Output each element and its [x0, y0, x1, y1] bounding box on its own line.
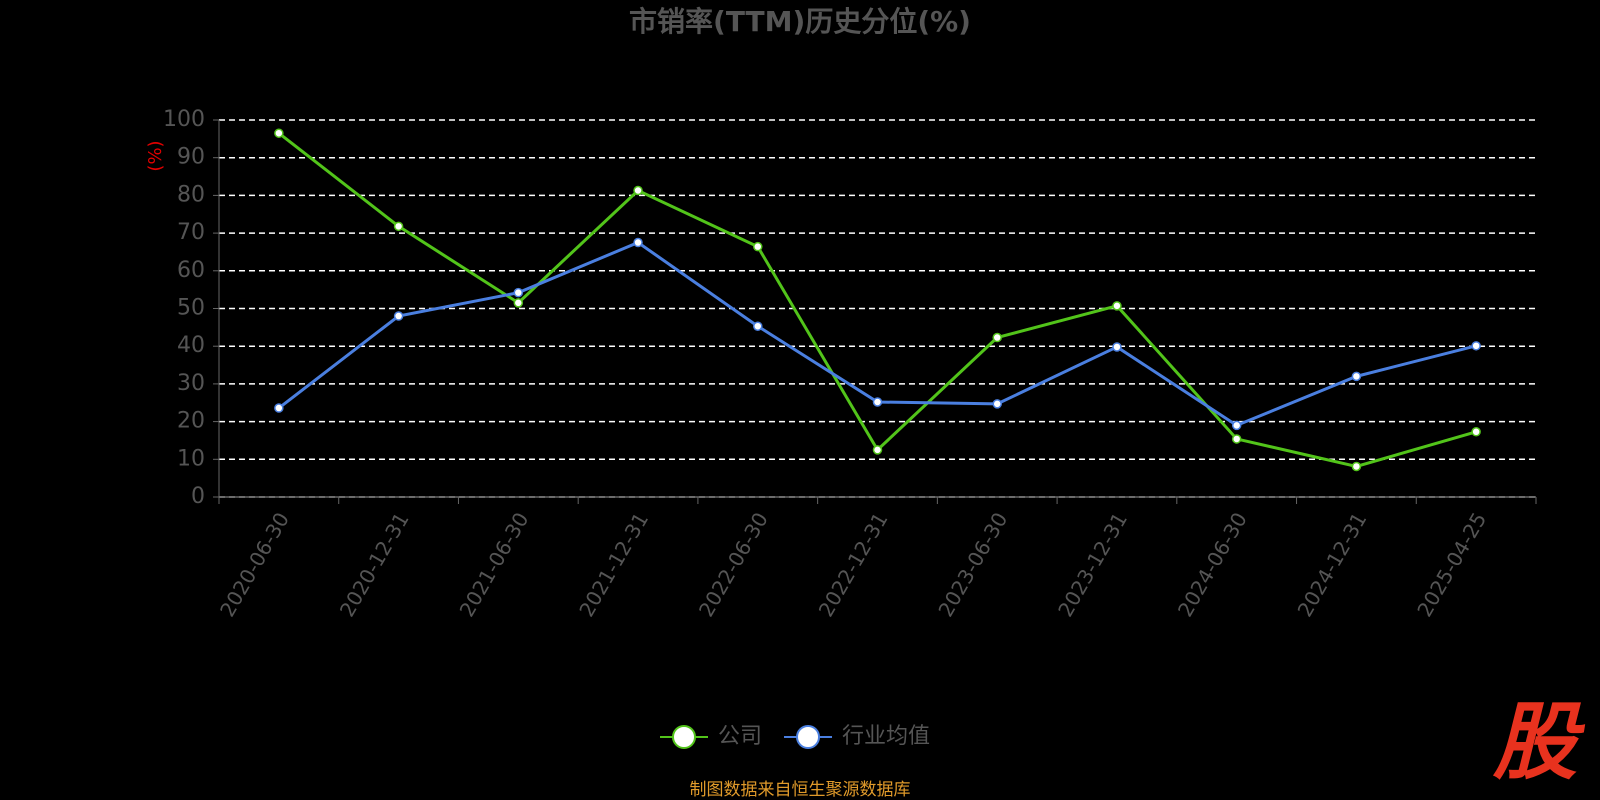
- data-point: [1112, 301, 1122, 311]
- data-point: [1351, 371, 1362, 382]
- y-tick-label: 100: [163, 107, 205, 132]
- data-point: [1351, 461, 1362, 472]
- data-point: [1471, 427, 1481, 437]
- y-tick-label: 20: [177, 409, 205, 434]
- source-note: 制图数据来自恒生聚源数据库: [690, 780, 911, 800]
- data-point: [753, 321, 763, 331]
- x-tick-label: 2024-12-31: [1293, 508, 1372, 621]
- legend-marker: [796, 725, 821, 749]
- x-tick-label: 2022-12-31: [814, 508, 893, 621]
- data-point: [992, 399, 1002, 409]
- logo: 股: [1492, 693, 1586, 791]
- y-tick-label: 30: [177, 371, 205, 396]
- legend-marker: [672, 725, 696, 749]
- x-tick-label: 2020-06-30: [215, 508, 294, 621]
- data-point: [633, 237, 643, 248]
- y-tick-label: 50: [177, 296, 205, 321]
- x-tick-label: 2020-12-31: [335, 508, 414, 621]
- y-tick-label: 70: [177, 220, 205, 245]
- y-tick-label: 60: [177, 258, 205, 283]
- data-point: [274, 403, 284, 413]
- data-point: [633, 185, 643, 196]
- legend-label: 公司: [718, 724, 762, 749]
- y-tick-label: 80: [177, 182, 205, 207]
- y-tick-label: 90: [177, 145, 205, 170]
- data-point: [1471, 341, 1481, 351]
- data-point: [872, 397, 883, 407]
- data-point: [274, 128, 284, 138]
- legend-label: 行业均值: [842, 724, 930, 749]
- x-tick-label: 2021-06-30: [455, 508, 534, 621]
- x-tick-label: 2023-06-30: [933, 508, 1012, 621]
- x-tick-label: 2023-12-31: [1053, 508, 1132, 621]
- x-tick-label: 2021-12-31: [574, 508, 653, 621]
- data-point: [393, 221, 404, 232]
- x-tick-label: 2025-04-25: [1412, 508, 1491, 621]
- x-tick-label: 2022-06-30: [694, 508, 773, 621]
- y-axis-label: (%): [145, 140, 166, 171]
- x-tick-label: 2024-06-30: [1173, 508, 1252, 621]
- y-tick-label: 40: [177, 333, 205, 358]
- data-point: [1231, 434, 1242, 444]
- data-point: [992, 332, 1002, 343]
- series-line: [277, 132, 1477, 469]
- data-point: [753, 241, 763, 252]
- data-point: [1112, 342, 1122, 352]
- chart-title: 市销率(TTM)历史分位(%): [629, 5, 971, 38]
- data-point: [872, 445, 883, 455]
- data-point: [513, 298, 524, 308]
- data-point: [393, 311, 404, 321]
- data-point: [513, 287, 524, 298]
- y-tick-label: 10: [177, 446, 205, 471]
- y-tick-label: 0: [191, 484, 205, 509]
- data-point: [1231, 420, 1242, 431]
